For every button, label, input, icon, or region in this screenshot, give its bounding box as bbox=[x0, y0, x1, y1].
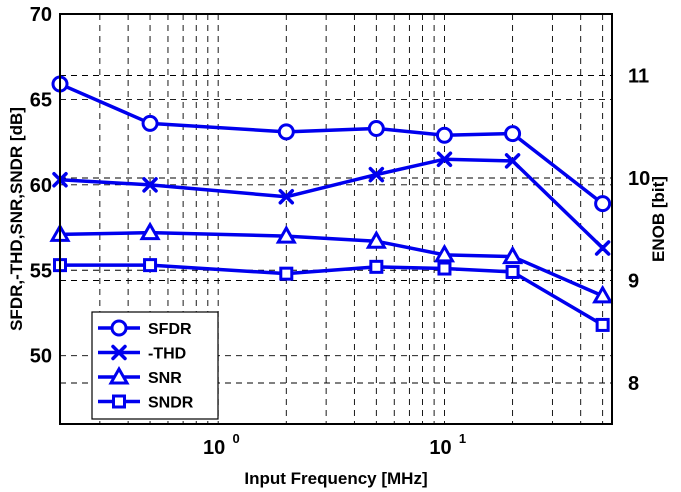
series-snr bbox=[49, 221, 614, 304]
x-tick-label: 10 bbox=[203, 437, 225, 459]
y-tick-label: 60 bbox=[30, 175, 52, 197]
data-point-thd bbox=[278, 189, 295, 205]
legend-marker-sfdr bbox=[110, 319, 128, 337]
data-point-snr bbox=[365, 230, 387, 249]
series-line-thd bbox=[59, 157, 604, 250]
series-thd bbox=[52, 151, 611, 256]
y-tick-label: 70 bbox=[30, 4, 52, 26]
plot-frame bbox=[59, 13, 613, 425]
data-point-sfdr bbox=[594, 195, 612, 213]
data-point-sndr bbox=[369, 259, 384, 274]
data-point-sfdr bbox=[435, 126, 453, 144]
data-point-thd bbox=[594, 240, 611, 256]
tick-labels: 50 55 60 65 70 8 9 10 11 10 0 10 1 bbox=[30, 4, 651, 459]
x-tick-label: 10 bbox=[429, 437, 451, 459]
y2-tick-label: 9 bbox=[628, 271, 639, 293]
data-point-snr bbox=[433, 243, 456, 263]
x-tick-exponent: 1 bbox=[459, 431, 466, 446]
data-point-thd bbox=[436, 151, 453, 167]
y2-tick-label: 8 bbox=[628, 373, 639, 395]
x-tick-exponent: 0 bbox=[233, 431, 240, 446]
legend-label-sfdr: SFDR bbox=[148, 321, 192, 338]
series-layer bbox=[49, 75, 614, 332]
data-point-sndr bbox=[595, 317, 610, 332]
legend-marker-snr bbox=[108, 365, 130, 385]
series-sndr bbox=[53, 258, 610, 332]
data-point-thd bbox=[368, 166, 385, 183]
data-point-thd bbox=[504, 153, 521, 169]
data-point-sndr bbox=[437, 261, 452, 276]
data-point-snr bbox=[275, 225, 297, 244]
legend: SFDR -THD SNR SNDR bbox=[91, 311, 219, 420]
data-point-sndr bbox=[505, 264, 520, 279]
data-point-sfdr bbox=[141, 114, 159, 132]
data-point-snr bbox=[139, 221, 161, 241]
y-tick-label: 65 bbox=[30, 89, 52, 111]
data-point-sfdr bbox=[277, 123, 295, 141]
legend-marker-sndr bbox=[112, 394, 126, 409]
y2-tick-label: 11 bbox=[628, 66, 649, 88]
data-point-sndr bbox=[143, 258, 158, 273]
legend-label-snr: SNR bbox=[148, 370, 182, 387]
data-point-thd bbox=[142, 177, 158, 193]
data-point-snr bbox=[592, 284, 614, 304]
data-point-sfdr bbox=[367, 119, 385, 137]
y-tick-label: 50 bbox=[30, 346, 52, 368]
data-point-sndr bbox=[279, 266, 294, 281]
series-sfdr bbox=[51, 75, 612, 213]
y2-axis-label: ENOB [bit] bbox=[649, 176, 668, 262]
legend-marker-thd bbox=[111, 344, 127, 361]
y-axis-label: SFDR,-THD,SNR,SNDR [dB] bbox=[7, 107, 26, 331]
x-axis-label: Input Frequency [MHz] bbox=[244, 469, 427, 488]
y2-tick-label: 10 bbox=[628, 168, 650, 190]
data-point-snr bbox=[501, 245, 524, 265]
legend-label-thd: -THD bbox=[148, 346, 186, 363]
legend-label-sndr: SNDR bbox=[148, 395, 194, 412]
data-point-sfdr bbox=[504, 125, 522, 143]
y-tick-label: 55 bbox=[30, 260, 52, 282]
